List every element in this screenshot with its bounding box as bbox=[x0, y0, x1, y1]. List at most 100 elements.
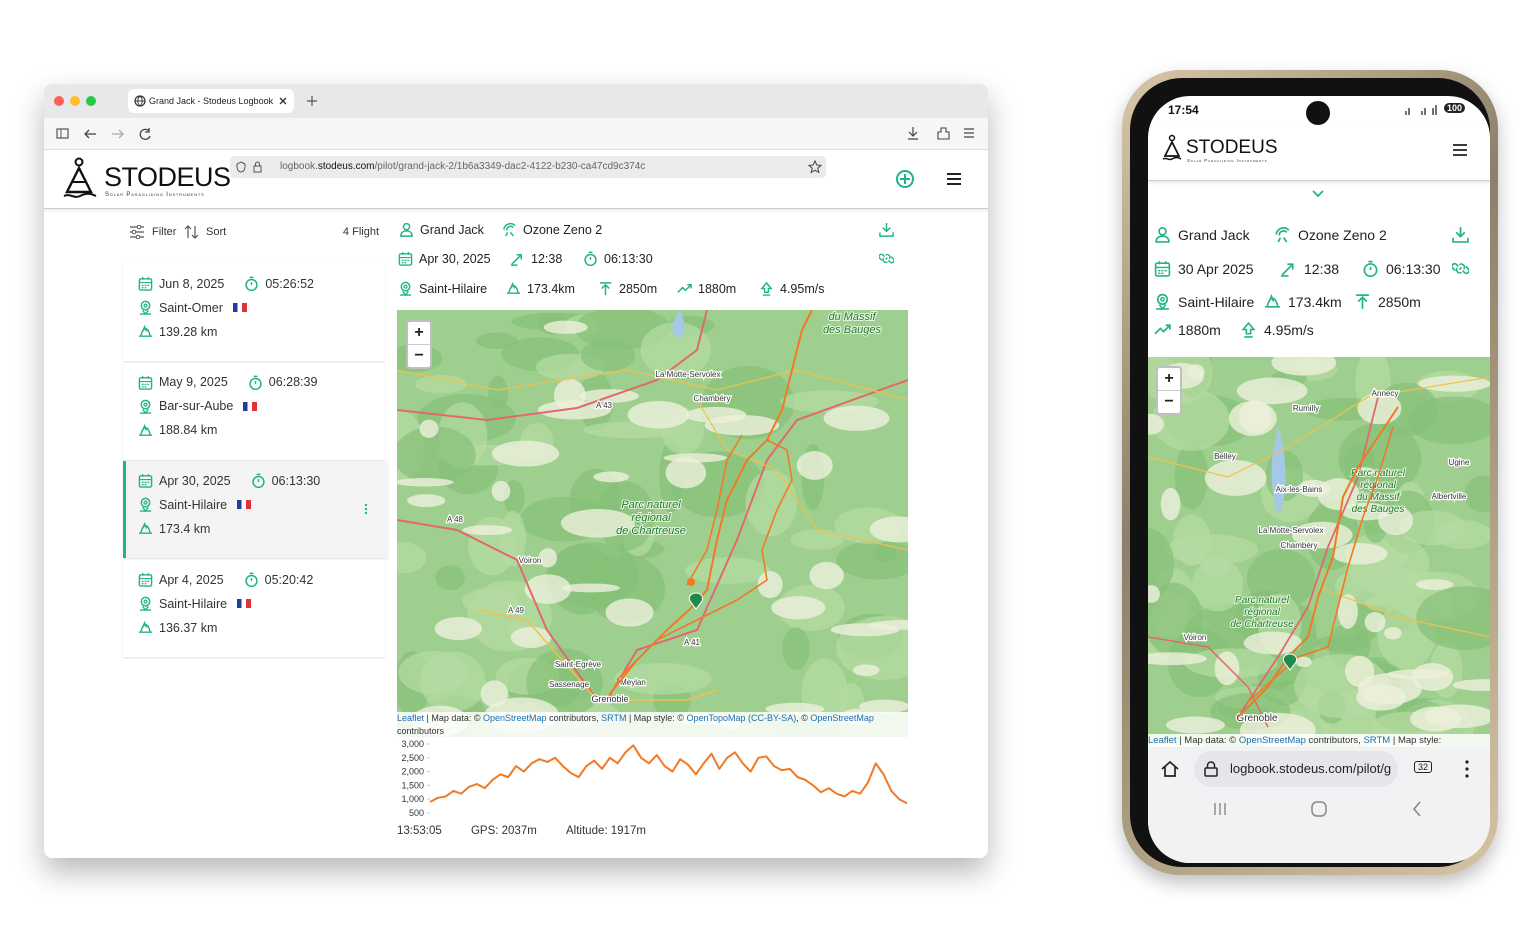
terrain bbox=[1406, 396, 1490, 445]
attr-osm[interactable]: OpenStreetMap bbox=[483, 713, 547, 723]
icon-route bbox=[138, 324, 153, 337]
icon-wing bbox=[503, 223, 516, 237]
map-label: A 43 bbox=[596, 401, 613, 410]
zoom-button[interactable] bbox=[86, 96, 96, 106]
download[interactable] bbox=[879, 222, 894, 237]
address-bar[interactable]: logbook.stodeus.com/pilot/grand-jack-2/1… bbox=[230, 156, 826, 178]
tagline: Solar Paragliding Instruments bbox=[1187, 158, 1268, 163]
system-nav[interactable] bbox=[1208, 799, 1428, 819]
flight-site: Saint-Omer bbox=[159, 300, 223, 315]
valley bbox=[1386, 669, 1449, 680]
valley bbox=[605, 598, 654, 627]
attr-license[interactable]: (CC-BY-SA) bbox=[748, 713, 797, 723]
icon-cal bbox=[1154, 261, 1171, 277]
map-label: Rumilly bbox=[1293, 404, 1319, 413]
share-link[interactable] bbox=[1451, 260, 1470, 277]
altitude-line bbox=[429, 744, 908, 805]
map-label: A 41 bbox=[684, 638, 701, 647]
attr-leaflet[interactable]: Leaflet bbox=[397, 713, 425, 723]
map[interactable]: Annecy Rumilly Belley Ugine Aix-les-Bains Alb… bbox=[1148, 357, 1490, 747]
browser-tab[interactable]: Grand Jack - Stodeus Logbook bbox=[128, 89, 294, 113]
zoom-in[interactable]: + bbox=[414, 324, 424, 341]
wing-name: Ozone Zeno 2 bbox=[1298, 226, 1387, 243]
flag bbox=[237, 500, 252, 510]
valley bbox=[524, 574, 572, 604]
max-altitude: 2850m bbox=[1354, 293, 1421, 310]
overflow-menu[interactable] bbox=[1464, 759, 1470, 779]
terrain bbox=[1416, 586, 1490, 650]
flight-track bbox=[608, 310, 813, 696]
sort-button[interactable]: Sort bbox=[206, 226, 227, 238]
map[interactable]: La Motte-Servolex Chambéry A 43 A 48 Voiron A… bbox=[397, 310, 908, 737]
map-label: Voiron bbox=[1184, 633, 1207, 642]
road bbox=[397, 310, 708, 422]
icon-pin bbox=[139, 300, 152, 316]
valley bbox=[1295, 656, 1312, 668]
attr-leaflet[interactable]: Leaflet bbox=[1148, 735, 1177, 746]
filter-button[interactable]: Filter bbox=[152, 226, 177, 238]
pilot-name: Grand Jack bbox=[1178, 226, 1250, 243]
chart-readout: 13:53:05 GPS: 2037m Altitude: 1917m bbox=[397, 825, 646, 837]
menu[interactable] bbox=[946, 172, 962, 186]
icon-timer bbox=[249, 375, 262, 390]
icon-route bbox=[138, 522, 153, 535]
terrain bbox=[397, 542, 427, 574]
valley bbox=[771, 596, 826, 620]
minimize-button[interactable] bbox=[70, 96, 80, 106]
lake bbox=[672, 310, 685, 338]
home-button[interactable] bbox=[1160, 759, 1180, 779]
attr-opentopomap[interactable]: OpenTopoMap bbox=[686, 713, 746, 723]
close-button[interactable] bbox=[54, 96, 64, 106]
share-link[interactable] bbox=[878, 251, 895, 266]
tab-close[interactable] bbox=[279, 97, 287, 105]
valley bbox=[510, 626, 552, 649]
nav-buttons[interactable] bbox=[56, 127, 186, 141]
zoom-out[interactable]: − bbox=[1158, 390, 1180, 413]
bookmark-star[interactable] bbox=[808, 160, 822, 174]
valley bbox=[1452, 679, 1490, 692]
valley bbox=[1148, 413, 1164, 435]
zoom-out[interactable]: − bbox=[408, 344, 430, 367]
valley bbox=[538, 548, 558, 568]
phone-screen: 17:54 100 STODEUS Solar Paragliding Inst… bbox=[1148, 96, 1490, 863]
zoom-in[interactable]: + bbox=[1164, 370, 1174, 387]
card-menu[interactable] bbox=[364, 503, 368, 515]
menu[interactable] bbox=[1452, 143, 1468, 157]
valley bbox=[869, 516, 908, 543]
flight-card[interactable]: Apr 30, 2025 06:13:30 Saint-Hilaire 173.4 k… bbox=[123, 461, 388, 559]
attr-srtm[interactable]: SRTM bbox=[601, 713, 627, 723]
download[interactable] bbox=[1452, 226, 1469, 243]
wing-name: Ozone Zeno 2 bbox=[523, 222, 603, 237]
new-tab[interactable] bbox=[306, 95, 318, 107]
attr-srtm[interactable]: SRTM bbox=[1363, 735, 1391, 746]
flight-date: Apr 4, 2025 bbox=[159, 572, 224, 587]
expand-chevron[interactable] bbox=[1312, 190, 1324, 198]
map-label: Grenoble bbox=[591, 694, 628, 704]
attr-text: | Map data: © bbox=[424, 713, 484, 723]
y-tick-label: 500 bbox=[409, 808, 424, 818]
valley bbox=[1187, 364, 1205, 380]
icon-download bbox=[879, 222, 894, 237]
flight-date: 30 Apr 2025 bbox=[1178, 260, 1254, 277]
tab-count[interactable]: 32 bbox=[1414, 761, 1433, 773]
icon-cal bbox=[138, 276, 153, 291]
app-header: STODEUS Solar Paragliding Instruments bbox=[44, 150, 988, 209]
attr-osm[interactable]: OpenStreetMap bbox=[810, 713, 874, 723]
add-flight[interactable] bbox=[895, 169, 915, 189]
max-climb-value: 4.95m/s bbox=[1264, 321, 1314, 338]
flight-card[interactable]: May 9, 2025 06:28:39 Bar-sur-Aube 188.84 km bbox=[123, 362, 385, 460]
attr-osm[interactable]: OpenStreetMap bbox=[1238, 735, 1306, 746]
road bbox=[397, 519, 598, 701]
toolbar-icons[interactable] bbox=[906, 126, 980, 141]
phone-bezel: 17:54 100 STODEUS Solar Paragliding Inst… bbox=[1130, 78, 1490, 867]
brand: STODEUS bbox=[1186, 137, 1278, 158]
address-bar[interactable]: logbook.stodeus.com/pilot/g bbox=[1194, 751, 1398, 787]
lock-icon bbox=[1204, 761, 1218, 777]
date: 30 Apr 2025 bbox=[1154, 260, 1254, 277]
icon-route bbox=[138, 621, 153, 633]
valley bbox=[1236, 377, 1308, 405]
flight-card[interactable]: Jun 8, 2025 05:26:52 Saint-Omer 139.28 km bbox=[123, 264, 385, 361]
flight-card[interactable]: Apr 4, 2025 05:20:42 Saint-Hilaire 136.37 k… bbox=[123, 560, 385, 658]
road bbox=[476, 609, 718, 701]
icon-timer bbox=[1363, 260, 1378, 278]
